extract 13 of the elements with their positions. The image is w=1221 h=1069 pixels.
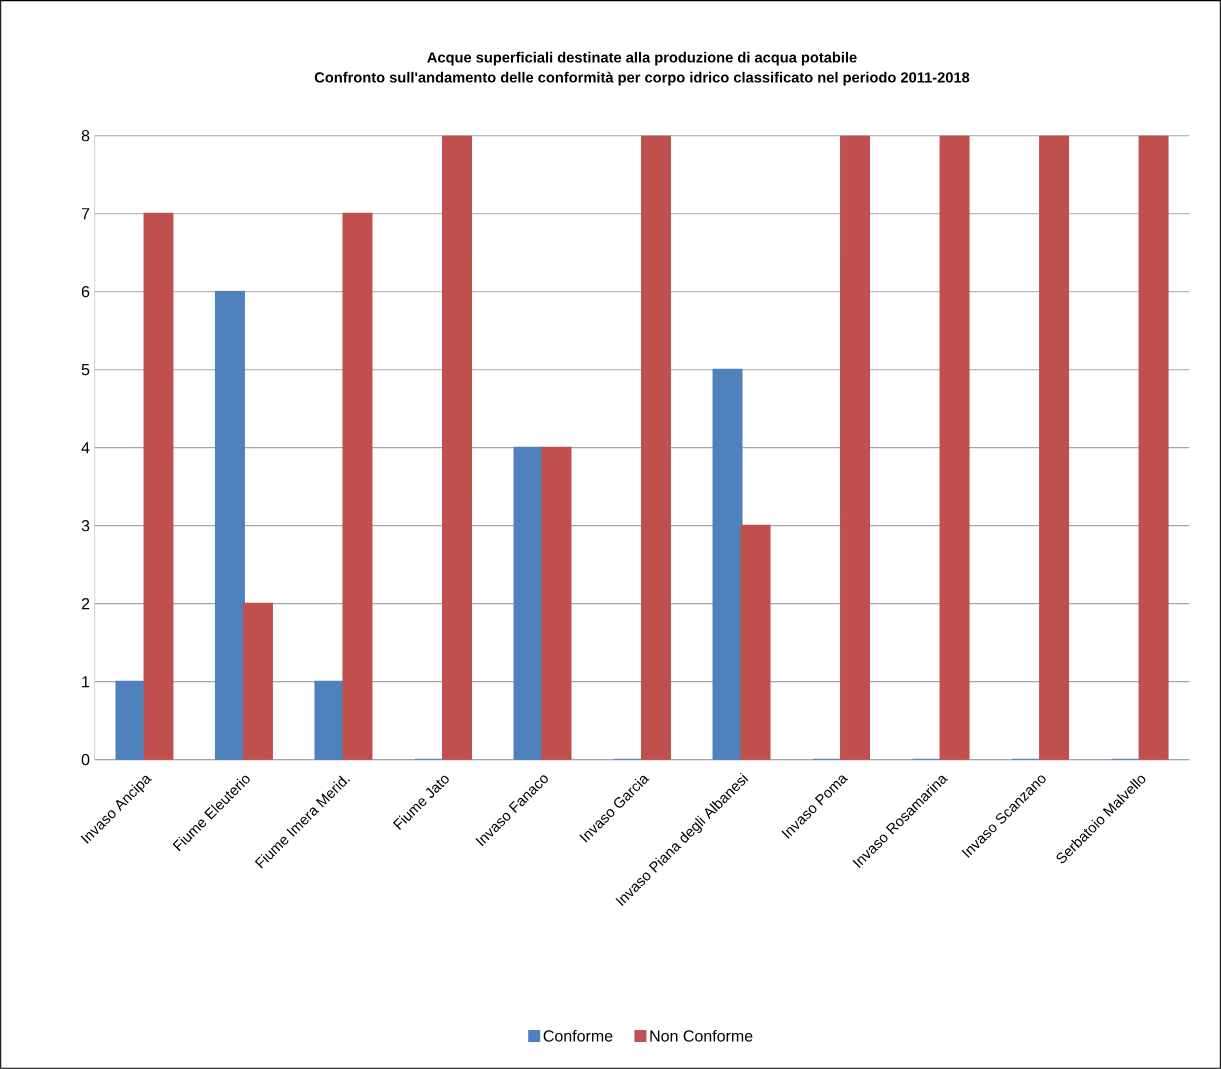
y-tick-label: 8 xyxy=(81,130,90,142)
chart-subtitle: Confronto sull'andamento delle conformità per corpo idrico classificato nel periodo 2011-2018 xyxy=(314,71,970,86)
chart-title: Acque superficiali destinate alla produzione di acqua potabile xyxy=(427,51,857,66)
y-tick-label: 3 xyxy=(81,520,90,532)
y-tick-label: 4 xyxy=(81,442,90,454)
y-tick-label: 0 xyxy=(81,753,90,766)
y-tick-label: 5 xyxy=(81,364,90,376)
legend-label: Non Conforme xyxy=(650,1029,753,1042)
y-tick-label: 2 xyxy=(81,598,90,610)
y-tick-label: 7 xyxy=(81,208,90,220)
y-tick-label: 1 xyxy=(82,676,90,688)
legend-label: Conforme xyxy=(543,1029,613,1042)
y-tick-label: 6 xyxy=(81,286,90,298)
